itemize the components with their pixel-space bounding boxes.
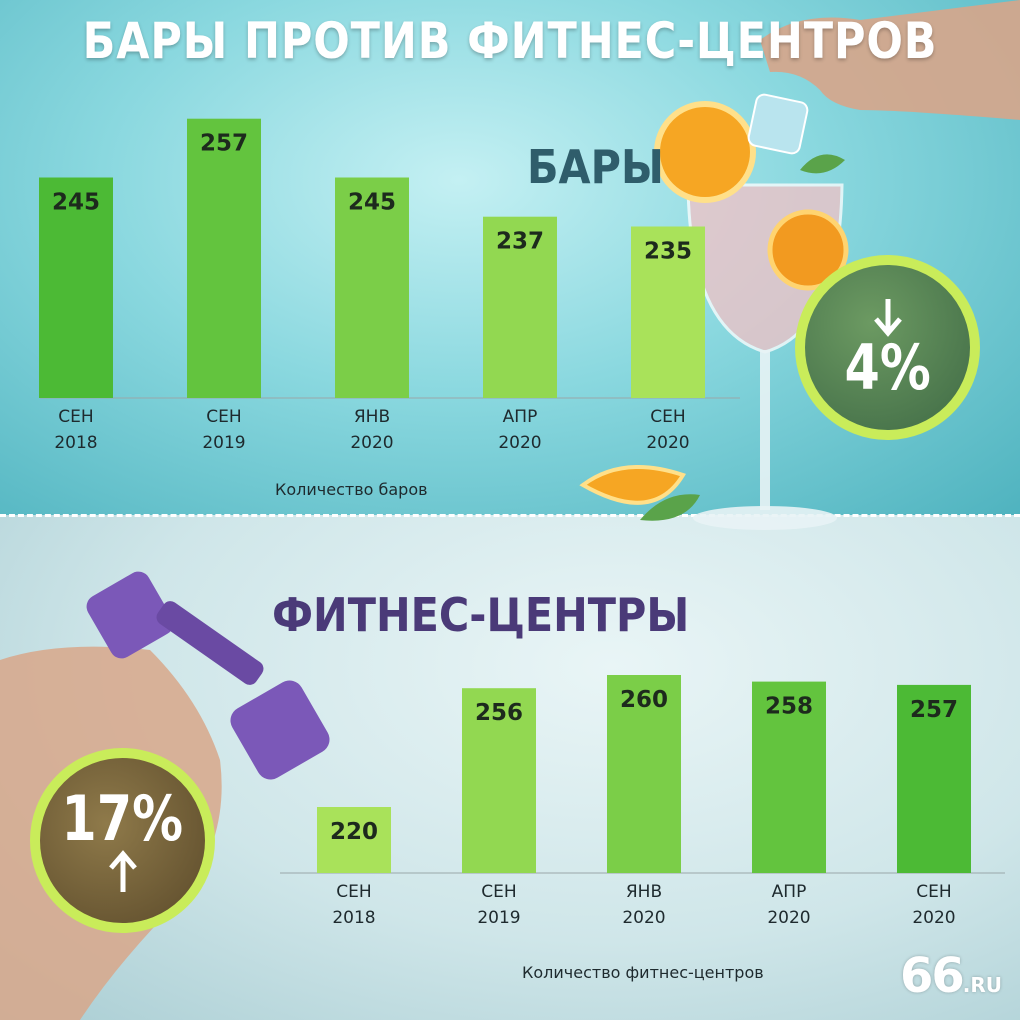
fitness-bar-value: 260 (620, 687, 668, 713)
fitness-bar-value: 258 (765, 694, 813, 720)
logo-number: 66 (900, 948, 965, 1004)
site-logo: 66.RU (900, 948, 1002, 1004)
fitness-bar (897, 684, 971, 873)
bars-bar (631, 226, 705, 398)
fitness-bar-value: 220 (330, 819, 378, 845)
bars-bar-value: 235 (644, 239, 692, 265)
bars-bar-value: 257 (200, 131, 248, 157)
bars-bar (483, 216, 557, 398)
bars-bar (187, 118, 261, 398)
fitness-tick-label: СЕН (916, 882, 951, 902)
bars-bar-value: 237 (496, 229, 544, 255)
hand-icon (760, 0, 1020, 120)
fitness-bar-value: 256 (475, 700, 523, 726)
fitness-bar (752, 681, 826, 873)
fitness-tick-label: АПР (772, 882, 807, 902)
fitness-bar (462, 688, 536, 873)
cocktail-glass-icon (579, 93, 849, 530)
dumbbell-icon (86, 571, 174, 659)
bars-tick-label: СЕН (650, 407, 685, 427)
page-title: БАРЫ ПРОТИВ ФИТНЕС-ЦЕНТРОВ (82, 12, 938, 70)
bars-tick-label: 2020 (498, 433, 541, 453)
fitness-tick-label: 2019 (477, 908, 520, 928)
fitness-tick-label: СЕН (481, 882, 516, 902)
bars-tick-label: СЕН (206, 407, 241, 427)
fitness-change-percent: 17% (61, 781, 184, 855)
bars-bar-value: 245 (52, 190, 100, 216)
bars-tick-label: 2020 (646, 433, 689, 453)
bars-tick-label: СЕН (58, 407, 93, 427)
bars-tick-label: 2018 (54, 433, 97, 453)
fitness-bar (317, 807, 391, 873)
fitness-change-badge: 17% (30, 748, 215, 933)
bars-section-title: БАРЫ (527, 140, 664, 194)
fitness-tick-label: 2018 (332, 908, 375, 928)
bars-bar (39, 177, 113, 398)
fitness-tick-label: ЯНВ (626, 882, 662, 902)
bars-tick-label: ЯНВ (354, 407, 390, 427)
bars-chart-caption: Количество баров (275, 480, 428, 499)
fitness-tick-label: 2020 (912, 908, 955, 928)
bars-change-percent: 4% (844, 330, 931, 404)
section-divider (0, 514, 1020, 517)
bars-change-badge: 4% (795, 255, 980, 440)
bars-tick-label: АПР (503, 407, 538, 427)
fitness-tick-label: 2020 (622, 908, 665, 928)
bars-tick-label: 2020 (350, 433, 393, 453)
bars-bar (335, 177, 409, 398)
arrow-down-icon (873, 298, 902, 337)
arrow-up-icon (108, 849, 137, 892)
fitness-chart-caption: Количество фитнес-центров (522, 963, 764, 982)
fitness-tick-label: 2020 (767, 908, 810, 928)
fitness-bar-value: 257 (910, 697, 958, 723)
fitness-bar (607, 675, 681, 873)
bars-tick-label: 2019 (202, 433, 245, 453)
fitness-section-title: ФИТНЕС-ЦЕНТРЫ (272, 588, 690, 642)
logo-domain: .RU (962, 973, 1003, 997)
fitness-tick-label: СЕН (336, 882, 371, 902)
bars-bar-value: 245 (348, 190, 396, 216)
